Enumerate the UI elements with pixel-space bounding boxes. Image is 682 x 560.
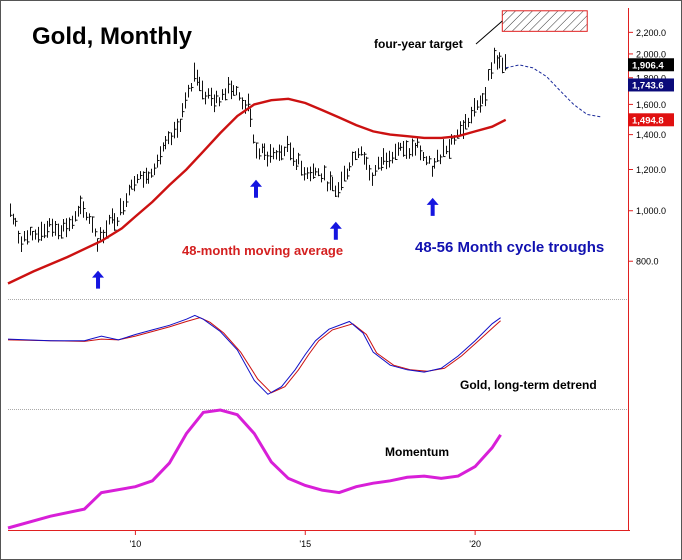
target-leader-line xyxy=(475,20,503,45)
moving-average-line xyxy=(7,97,507,285)
price-tick-label: 1,000.0 xyxy=(636,206,666,216)
cycle-troughs-label: 48-56 Month cycle troughs xyxy=(415,239,604,256)
cycle-trough-arrows xyxy=(92,179,439,289)
value-tag-label: 1,743.6 xyxy=(632,80,664,91)
arrow-shape xyxy=(92,270,105,289)
price-tick-label: 1,800.0 xyxy=(636,73,666,83)
price-tick-label: 1,400.0 xyxy=(636,130,666,140)
value-tag-label: 1,494.8 xyxy=(632,115,664,126)
arrow-shape xyxy=(329,221,342,240)
value-tag-label: 1,906.4 xyxy=(632,60,664,71)
arrow-shape xyxy=(250,179,262,198)
price-tick-label: 800.0 xyxy=(636,257,659,267)
time-tick-label: '20 xyxy=(469,539,481,549)
time-tick-label: '15 xyxy=(299,539,311,549)
cycle-trough-arrow xyxy=(329,221,342,240)
monthly-price-bars xyxy=(10,47,508,253)
momentum-label: Momentum xyxy=(385,445,449,459)
price-tick-label: 1,200.0 xyxy=(636,165,666,175)
time-tick-label: '10 xyxy=(130,539,142,549)
price-tick-label: 1,600.0 xyxy=(636,100,666,110)
price-value-tags: 1,906.4 1,743.6 1,494.8 xyxy=(628,58,674,127)
momentum-line xyxy=(7,408,502,530)
moving-average-label: 48-month moving average xyxy=(182,243,343,258)
detrend-label: Gold, long-term detrend xyxy=(460,378,597,392)
time-axis-ticks: '10 '15 '20 xyxy=(130,530,481,549)
value-tag: 1,906.4 xyxy=(628,58,674,72)
cycle-trough-arrow xyxy=(426,197,439,216)
cycle-trough-arrow xyxy=(92,270,105,289)
value-tag-bg xyxy=(628,113,674,127)
price-axis-ticks: 800.0 1,000.0 1,200.0 1,400.0 1,600.0 1,800.0… xyxy=(628,28,666,267)
cycle-trough-arrow xyxy=(250,179,262,198)
four-year-target-box xyxy=(501,10,588,32)
value-tag-bg xyxy=(628,78,674,92)
detrend-line xyxy=(7,314,501,395)
target-label: four-year target xyxy=(374,37,463,51)
chart-title: Gold, Monthly xyxy=(32,23,193,50)
arrow-shape xyxy=(426,197,439,216)
price-tick-label: 2,000.0 xyxy=(636,49,666,59)
value-tag: 1,743.6 xyxy=(628,78,674,92)
value-tag: 1,494.8 xyxy=(628,113,674,127)
price-tick-label: 2,200.0 xyxy=(636,28,666,38)
projection-line xyxy=(505,64,601,118)
value-tag-bg xyxy=(628,58,674,72)
